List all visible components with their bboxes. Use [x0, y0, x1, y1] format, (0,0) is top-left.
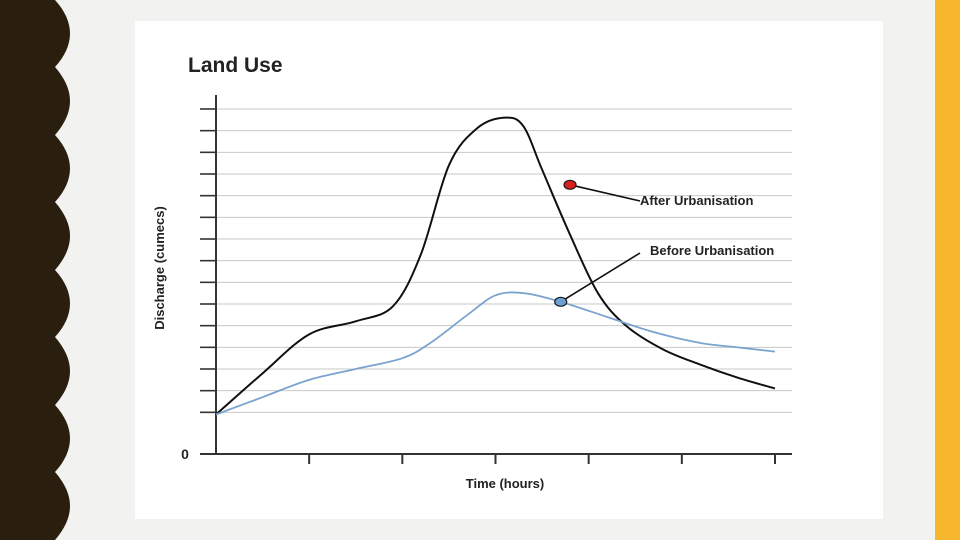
tick-labels: 0 — [181, 446, 189, 462]
after-urbanisation-label: After Urbanisation — [640, 193, 753, 208]
chart-title: Land Use — [188, 54, 283, 77]
annotation-leader-line — [560, 252, 641, 303]
before-urbanisation-marker — [554, 296, 568, 307]
annotation-leader-line — [569, 184, 641, 202]
before-urbanisation-label: Before Urbanisation — [650, 243, 774, 258]
wavy-left-border — [0, 0, 70, 540]
after-urbanisation-marker — [563, 179, 577, 190]
before-urbanisation-line — [215, 291, 776, 416]
hydrograph-chart: Land Use After Urbanisation Before Urbani… — [152, 54, 792, 491]
annotations: After Urbanisation Before Urbanisation — [554, 179, 774, 307]
accent-stripe — [935, 0, 960, 540]
gridlines — [200, 108, 792, 414]
series-lines — [215, 116, 776, 416]
chart-card: Land Use After Urbanisation Before Urbani… — [135, 21, 883, 519]
y-tick-label: 0 — [181, 446, 189, 462]
x-axis-label: Time (hours) — [466, 476, 545, 491]
wavy-border-shape — [0, 0, 70, 540]
y-axis-label: Discharge (cumecs) — [152, 206, 167, 330]
after-urbanisation-line — [215, 116, 776, 416]
axes — [200, 95, 792, 464]
